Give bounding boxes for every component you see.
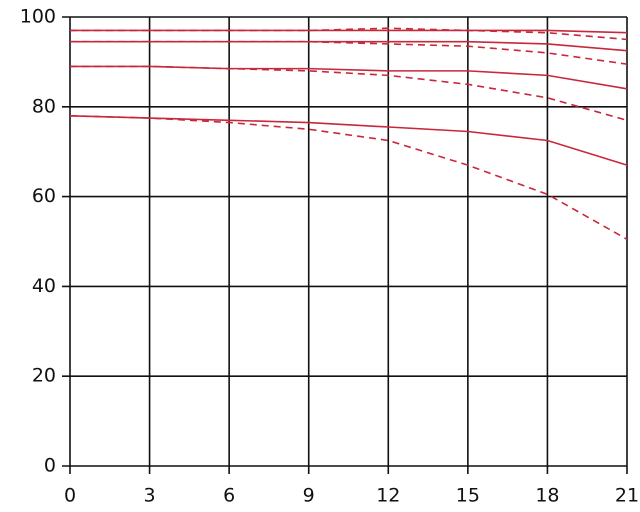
line-series — [70, 27, 628, 41]
y-tick-label: 0 — [44, 455, 56, 477]
x-tick-label: 6 — [223, 485, 235, 507]
x-tick-label: 15 — [456, 485, 480, 507]
y-tick-label: 40 — [32, 275, 56, 297]
x-tick-label: 18 — [535, 485, 559, 507]
x-tick-label: 3 — [144, 485, 156, 507]
y-tick-label: 80 — [32, 95, 56, 117]
line-series — [70, 29, 628, 34]
y-tick-label: 60 — [32, 185, 56, 207]
line-series — [70, 40, 628, 65]
y-tick-label: 20 — [32, 365, 56, 387]
line-series — [69, 114, 628, 166]
x-tick-label: 21 — [615, 485, 639, 507]
x-tick-label: 12 — [376, 485, 400, 507]
line-series — [70, 40, 628, 52]
line-series — [70, 65, 628, 122]
line-series — [69, 114, 628, 240]
y-tick-label: 100 — [20, 6, 56, 28]
x-tick-label: 9 — [303, 485, 315, 507]
line-series — [70, 65, 628, 90]
x-tick-label: 0 — [64, 485, 76, 507]
